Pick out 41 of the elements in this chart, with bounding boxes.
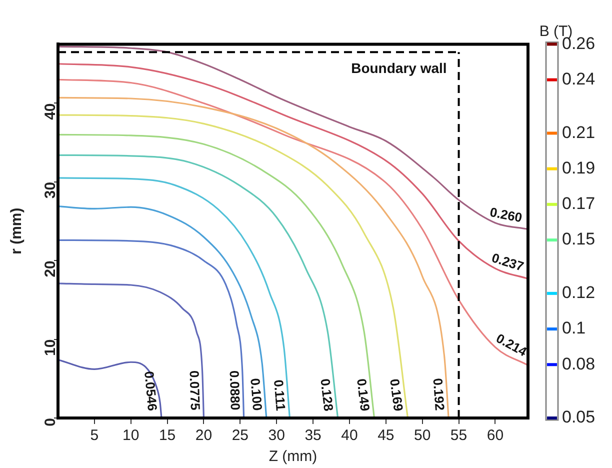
text: 0.100 (248, 378, 266, 412)
y-tick-label: 10 (42, 339, 60, 356)
text: 0.0775 (186, 370, 203, 410)
y2-tick-label: 0.1 (562, 318, 586, 338)
text: 0.0880 (226, 370, 243, 410)
y2-tick-label: 0.19 (562, 158, 596, 178)
ref-line-label: Boundary wall (351, 60, 447, 76)
x-tick-label: 50 (414, 427, 431, 444)
text: 0.111 (270, 379, 288, 412)
text: 0.0546 (142, 370, 160, 412)
y2-tick-label: 0.05 (562, 408, 596, 427)
x-tick-label: 30 (268, 427, 285, 444)
text: 0.214 (494, 330, 530, 360)
y-tick-label: 20 (42, 260, 60, 278)
y-tick-label: 0 (42, 418, 60, 426)
x-tick-label: 35 (304, 427, 322, 444)
x-tick-label: 20 (195, 427, 212, 444)
x-tick-label: 15 (158, 427, 176, 444)
x-tick-label: 10 (122, 427, 140, 444)
y-tick-label: 40 (42, 103, 60, 120)
y2-tick-label: 0.21 (562, 122, 596, 142)
y2-tick-label: 0.17 (562, 194, 596, 214)
y2-tick-label: 0.24 (562, 69, 596, 88)
y2-tick-label: 0.12 (562, 283, 596, 302)
x-tick-label: 40 (341, 427, 358, 444)
text: 0.260 (488, 204, 524, 226)
y2-tick-label: 0.08 (562, 354, 596, 374)
x-tick-label: 45 (378, 427, 394, 444)
x-tick-label: 55 (450, 427, 468, 444)
x-tick-label: 60 (486, 427, 504, 444)
text: 0.192 (430, 378, 448, 412)
text: 0.128 (318, 378, 336, 412)
x-tick-label: 5 (90, 427, 99, 444)
y-axis-title: r (mm) (8, 208, 26, 254)
text: 0.169 (387, 378, 406, 412)
y2-tick-label: 0.15 (562, 230, 596, 249)
x-axis-title: Z (mm) (268, 448, 318, 466)
y-tick-label: 30 (42, 182, 60, 199)
text: 0.149 (354, 378, 373, 412)
text: 0.237 (490, 250, 526, 274)
x-tick-label: 25 (232, 427, 249, 444)
